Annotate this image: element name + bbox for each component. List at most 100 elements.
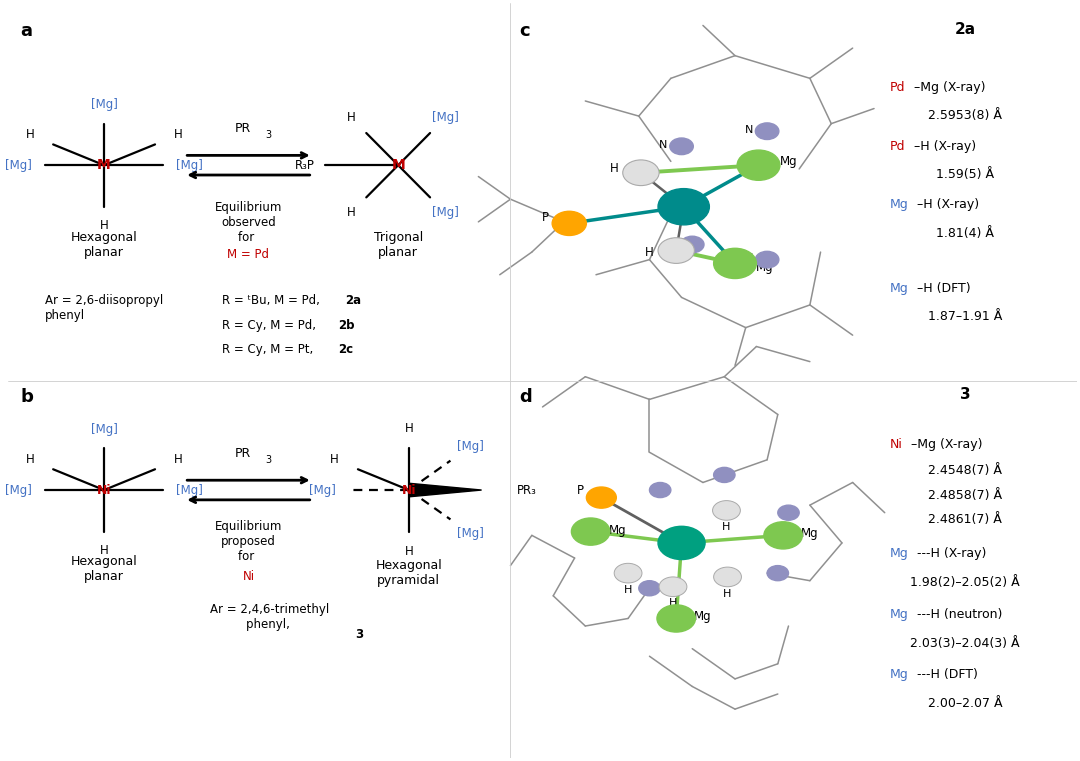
Text: H: H [610,163,619,176]
Text: c: c [519,21,529,40]
Text: Ni: Ni [890,438,903,451]
Circle shape [659,577,687,597]
Text: Ar = 2,6-diisopropyl
phenyl: Ar = 2,6-diisopropyl phenyl [45,294,163,322]
Text: ---H (X-ray): ---H (X-ray) [917,547,986,560]
Text: N: N [659,140,667,150]
Text: –H (X-ray): –H (X-ray) [914,139,975,152]
Text: Ar = 2,4,6-trimethyl
phenyl,: Ar = 2,4,6-trimethyl phenyl, [211,603,329,632]
Polygon shape [409,483,482,497]
Circle shape [680,236,704,253]
Circle shape [658,527,705,559]
Circle shape [658,189,710,225]
Text: 2b: 2b [338,319,354,332]
Circle shape [767,565,788,581]
Text: –H (DFT): –H (DFT) [917,282,971,295]
Circle shape [658,237,694,263]
Text: R = Cy, M = Pt,: R = Cy, M = Pt, [221,343,316,356]
Text: 2a: 2a [346,294,362,307]
Text: H: H [624,584,632,595]
Text: Hexagonal
planar: Hexagonal planar [70,231,137,259]
Text: M: M [97,158,111,172]
Text: [Mg]: [Mg] [432,206,459,219]
Text: Pd: Pd [672,204,686,214]
Text: Mg: Mg [890,282,909,295]
Text: [Mg]: [Mg] [176,159,203,172]
Text: 3: 3 [960,387,970,402]
Text: –Mg (X-ray): –Mg (X-ray) [914,81,985,94]
Text: H: H [645,247,653,260]
Text: [Mg]: [Mg] [432,111,459,124]
Text: 1.59(5) Å: 1.59(5) Å [936,168,994,181]
Text: H: H [405,422,414,435]
Text: M = Pd: M = Pd [228,248,269,261]
Text: [Mg]: [Mg] [5,483,32,496]
Text: Mg: Mg [890,199,909,212]
Circle shape [615,563,642,583]
Text: Equilibrium
observed
for: Equilibrium observed for [215,202,282,244]
Text: Trigonal
planar: Trigonal planar [374,231,422,259]
Text: H: H [329,453,338,466]
Text: 2a: 2a [955,22,975,37]
Text: Equilibrium
proposed
for: Equilibrium proposed for [215,521,282,563]
Text: [Mg]: [Mg] [176,483,203,496]
Circle shape [657,605,696,632]
Text: H: H [99,219,108,232]
Text: N: N [745,253,753,263]
Text: Mg: Mg [890,668,909,681]
Circle shape [571,518,610,545]
Text: H: H [26,454,35,466]
Text: 2.03(3)–2.04(3) Å: 2.03(3)–2.04(3) Å [910,637,1020,650]
Text: ---H (DFT): ---H (DFT) [917,668,977,681]
Text: Mg: Mg [780,155,797,168]
Text: [Mg]: [Mg] [5,159,32,172]
Circle shape [623,160,659,186]
Text: H: H [99,544,108,557]
Text: b: b [21,388,33,406]
Text: H: H [723,522,731,532]
Text: Ni: Ni [97,483,111,496]
Circle shape [714,248,756,279]
Text: Ni: Ni [242,571,255,584]
Text: PR: PR [235,447,252,460]
Text: PR: PR [235,123,252,135]
Text: H: H [669,598,677,608]
Text: H: H [347,206,355,219]
Text: Mg: Mg [801,527,819,540]
Text: 2.4548(7) Å: 2.4548(7) Å [928,464,1002,477]
Text: –H (X-ray): –H (X-ray) [917,199,978,212]
Circle shape [552,212,586,235]
Circle shape [778,505,799,521]
Text: R = Cy, M = Pd,: R = Cy, M = Pd, [221,319,320,332]
Circle shape [764,522,802,549]
Text: Ni: Ni [402,483,416,496]
Circle shape [755,251,779,268]
Circle shape [586,487,617,508]
Text: R₃P: R₃P [295,159,314,172]
Text: Pd: Pd [890,81,906,94]
Text: Hexagonal
planar: Hexagonal planar [70,556,137,584]
Text: H: H [347,111,355,124]
Text: [Mg]: [Mg] [91,423,118,436]
Text: [Mg]: [Mg] [457,527,484,540]
Text: Mg: Mg [890,608,909,621]
Circle shape [714,567,742,587]
Text: 1.98(2)–2.05(2) Å: 1.98(2)–2.05(2) Å [910,576,1020,589]
Text: 2.4861(7) Å: 2.4861(7) Å [928,513,1002,526]
Text: H: H [174,454,183,466]
Text: Hexagonal
pyramidal: Hexagonal pyramidal [376,559,442,587]
Circle shape [714,467,735,482]
Text: 3: 3 [266,130,272,140]
Text: H: H [724,588,732,599]
Text: 3: 3 [355,629,364,642]
Circle shape [713,501,741,521]
Text: [Mg]: [Mg] [457,441,484,454]
Circle shape [738,150,780,180]
Text: 2.4858(7) Å: 2.4858(7) Å [928,489,1002,501]
Circle shape [755,123,779,139]
Text: [Mg]: [Mg] [91,98,118,111]
Text: Mg: Mg [608,524,626,537]
Circle shape [585,528,607,543]
Text: H: H [174,129,183,142]
Text: 3: 3 [266,455,272,465]
Text: Pd: Pd [890,139,906,152]
